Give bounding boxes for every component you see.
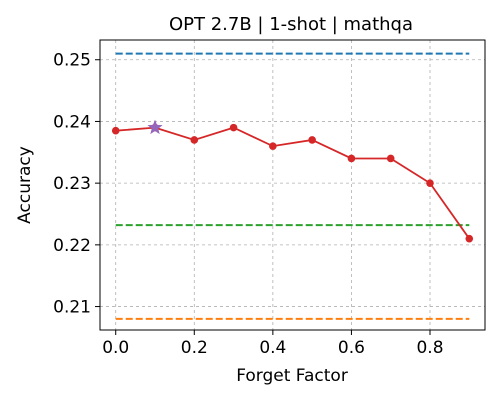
series-layer <box>111 119 474 243</box>
x-tick-label: 0.2 <box>181 338 208 358</box>
x-tick-label: 0.8 <box>416 338 443 358</box>
data-point <box>308 136 316 144</box>
data-point <box>426 179 434 187</box>
data-point <box>386 154 395 163</box>
highlight-star-marker <box>147 119 163 135</box>
data-point <box>229 123 238 132</box>
x-tick-label: 0.4 <box>259 338 286 358</box>
data-point <box>465 234 474 243</box>
y-tick-label: 0.25 <box>53 51 91 71</box>
series-line <box>115 126 471 240</box>
reference-lines <box>115 52 470 320</box>
plot-frame <box>99 39 486 331</box>
y-axis-label: Accuracy <box>15 146 35 224</box>
x-tick-label: 0.0 <box>102 338 129 358</box>
data-point <box>347 154 356 163</box>
data-point <box>111 126 120 135</box>
y-tick-label: 0.24 <box>53 112 91 132</box>
data-point <box>190 136 199 144</box>
y-tick-label: 0.23 <box>53 174 91 194</box>
data-point <box>269 142 277 150</box>
chart-title: OPT 2.7B | 1-shot | mathqa <box>169 14 413 35</box>
y-tick-label: 0.22 <box>53 236 91 256</box>
ticks: 0.0 0.2 0.4 0.6 0.8 0.21 0.22 0.23 0.24 0.25 <box>53 51 443 358</box>
y-tick-label: 0.21 <box>53 298 91 318</box>
x-tick-label: 0.6 <box>338 338 365 358</box>
x-axis-label: Forget Factor <box>236 366 348 386</box>
